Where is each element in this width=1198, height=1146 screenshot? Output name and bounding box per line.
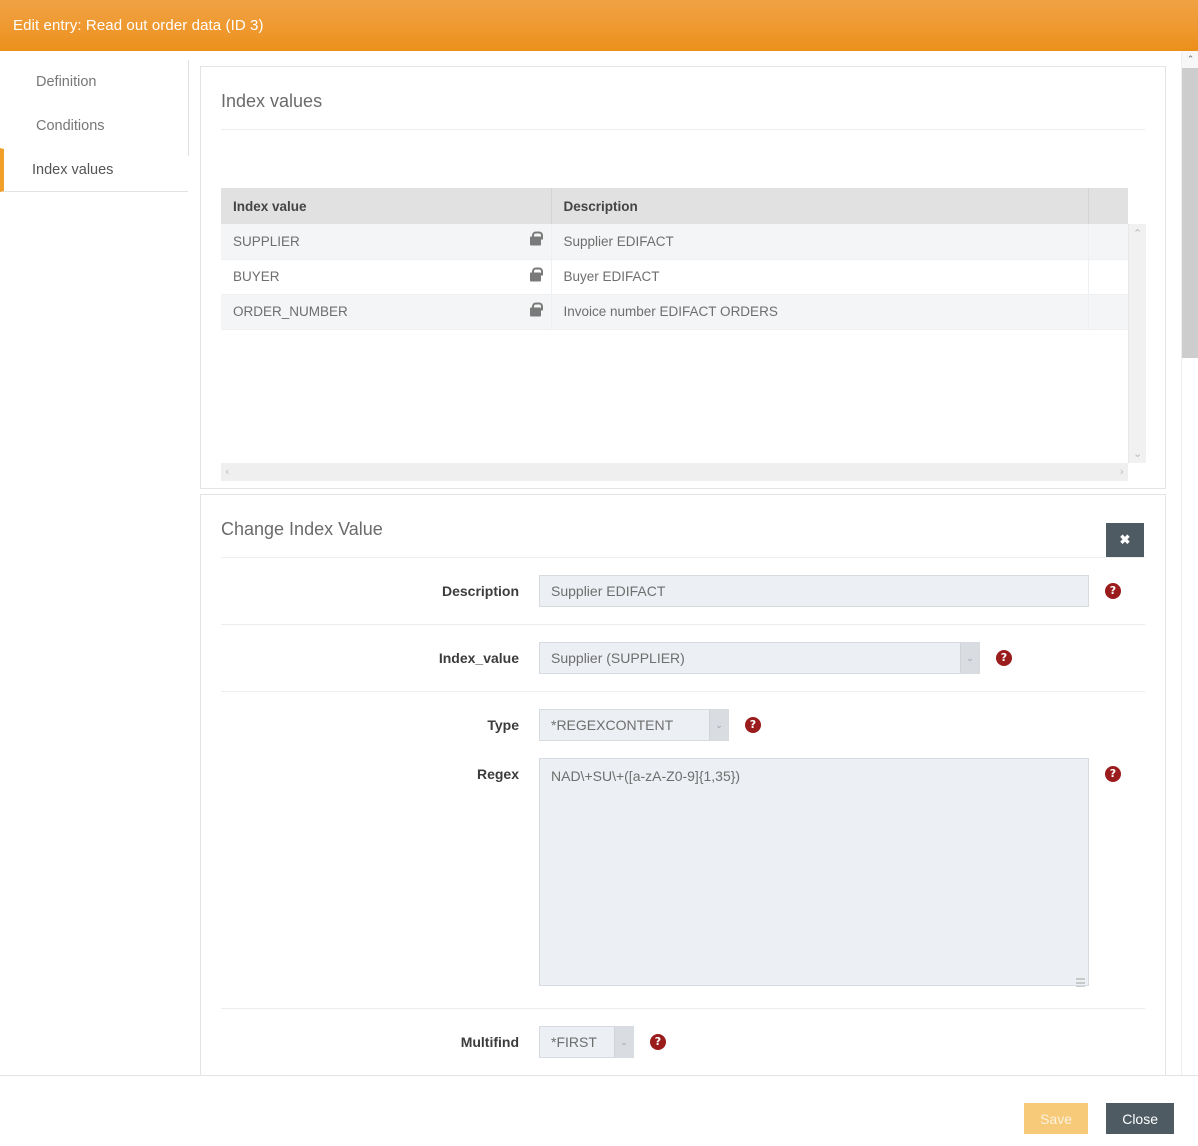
- index-value-label: Index_value: [438, 650, 519, 666]
- panel-divider: [221, 129, 1145, 130]
- close-icon[interactable]: ✖: [1106, 523, 1144, 557]
- help-icon[interactable]: ?: [1105, 583, 1121, 599]
- form-row-multifind: Multifind *FIRST ⌄ ?: [221, 1009, 1145, 1075]
- table-row[interactable]: ORDER_NUMBER Invoice number EDIFACT ORDE…: [221, 294, 1129, 330]
- lock-icon: [529, 267, 543, 281]
- table-vertical-scrollbar[interactable]: ⌃ ⌄: [1128, 224, 1146, 463]
- cell-description[interactable]: Supplier EDIFACT: [551, 224, 1089, 260]
- table-row[interactable]: SUPPLIER Supplier EDIFACT: [221, 224, 1129, 260]
- chevron-down-icon[interactable]: ⌄: [960, 643, 979, 673]
- chevron-down-icon[interactable]: ⌄: [614, 1027, 633, 1057]
- sidebar-item-label: Definition: [36, 74, 97, 90]
- cell-index-value[interactable]: SUPPLIER: [221, 224, 552, 260]
- type-selected: *REGEXCONTENT: [551, 717, 674, 733]
- cell-index-value[interactable]: BUYER: [221, 259, 552, 295]
- sidebar-item-label: Conditions: [36, 118, 105, 134]
- index-values-table-wrapper: Index value Description SUPPLIER Supplie…: [221, 188, 1146, 481]
- help-icon[interactable]: ?: [1105, 766, 1121, 782]
- column-header-index-value[interactable]: Index value: [221, 188, 552, 224]
- sidebar-nav: Definition Conditions Index values: [0, 60, 189, 192]
- multifind-selected: *FIRST: [551, 1034, 597, 1050]
- scroll-down-icon[interactable]: ⌄: [1133, 447, 1143, 460]
- index-values-title: Index values: [221, 91, 323, 111]
- form-row-index-value: Index_value Supplier (SUPPLIER) ⌄ ?: [221, 625, 1145, 692]
- cell-index-value[interactable]: ORDER_NUMBER: [221, 294, 552, 330]
- column-header-actions: [1088, 188, 1128, 224]
- scroll-right-icon[interactable]: ›: [1119, 465, 1124, 478]
- cell-index-value-text: BUYER: [233, 269, 280, 284]
- cell-index-value-text: ORDER_NUMBER: [233, 304, 348, 319]
- cell-index-value-text: SUPPLIER: [233, 233, 300, 249]
- lock-icon: [529, 231, 543, 246]
- lock-icon: [529, 302, 543, 316]
- table-header-row: Index value Description: [221, 188, 1128, 224]
- description-label: Description: [441, 583, 519, 599]
- index-value-selected: Supplier (SUPPLIER): [551, 650, 685, 666]
- type-label: Type: [487, 717, 519, 733]
- form-row-description: Description ?: [221, 558, 1145, 625]
- chevron-down-icon[interactable]: ⌄: [709, 710, 728, 740]
- scroll-up-icon[interactable]: ⌃: [1133, 227, 1143, 240]
- change-index-value-title: Change Index Value: [221, 519, 383, 539]
- multifind-select[interactable]: *FIRST ⌄: [539, 1026, 634, 1058]
- change-index-value-panel: Change Index Value ✖ Description ? Index…: [200, 494, 1166, 1075]
- sidebar-item-definition[interactable]: Definition: [0, 60, 188, 104]
- regex-label: Regex: [476, 766, 519, 782]
- table-horizontal-scrollbar[interactable]: ‹ ›: [221, 463, 1128, 481]
- multifind-label: Multifind: [460, 1034, 519, 1050]
- cell-description[interactable]: Buyer EDIFACT: [551, 259, 1089, 295]
- close-button[interactable]: Close: [1106, 1103, 1174, 1134]
- window-title-bar: Edit entry: Read out order data (ID 3): [0, 0, 1198, 51]
- scroll-left-icon[interactable]: ‹: [225, 465, 230, 478]
- index-values-table: Index value Description SUPPLIER Supplie…: [221, 188, 1129, 330]
- cell-actions: [1088, 224, 1129, 260]
- index-values-panel: Index values Index value Description SUP…: [200, 66, 1166, 489]
- column-header-description[interactable]: Description: [551, 188, 1089, 224]
- dialog-footer: Save Close: [0, 1075, 1198, 1146]
- save-button[interactable]: Save: [1024, 1103, 1088, 1134]
- panel-divider: [221, 557, 1145, 558]
- cell-actions: [1088, 259, 1129, 295]
- regex-textarea[interactable]: [539, 758, 1089, 986]
- scrollbar-thumb[interactable]: [1182, 68, 1198, 358]
- sidebar-item-label: Index values: [32, 162, 114, 178]
- scroll-up-icon[interactable]: ⌃: [1182, 51, 1198, 68]
- dialog-content-area: Definition Conditions Index values Index…: [0, 51, 1198, 1075]
- form-row-regex: Regex ?: [221, 758, 1145, 1009]
- description-input[interactable]: [539, 575, 1089, 607]
- form-row-type: Type *REGEXCONTENT ⌄ ?: [221, 692, 1145, 758]
- index-value-select[interactable]: Supplier (SUPPLIER) ⌄: [539, 642, 980, 674]
- window-title: Edit entry: Read out order data (ID 3): [13, 17, 264, 34]
- help-icon[interactable]: ?: [650, 1034, 666, 1050]
- cell-actions: [1088, 294, 1129, 330]
- cell-description[interactable]: Invoice number EDIFACT ORDERS: [551, 294, 1089, 330]
- table-row[interactable]: BUYER Buyer EDIFACT: [221, 259, 1129, 295]
- page-scrollbar[interactable]: ⌃: [1181, 51, 1198, 1075]
- sidebar-item-index-values[interactable]: Index values: [0, 148, 188, 192]
- help-icon[interactable]: ?: [745, 717, 761, 733]
- sidebar-item-conditions[interactable]: Conditions: [0, 104, 188, 148]
- help-icon[interactable]: ?: [996, 650, 1012, 666]
- type-select[interactable]: *REGEXCONTENT ⌄: [539, 709, 729, 741]
